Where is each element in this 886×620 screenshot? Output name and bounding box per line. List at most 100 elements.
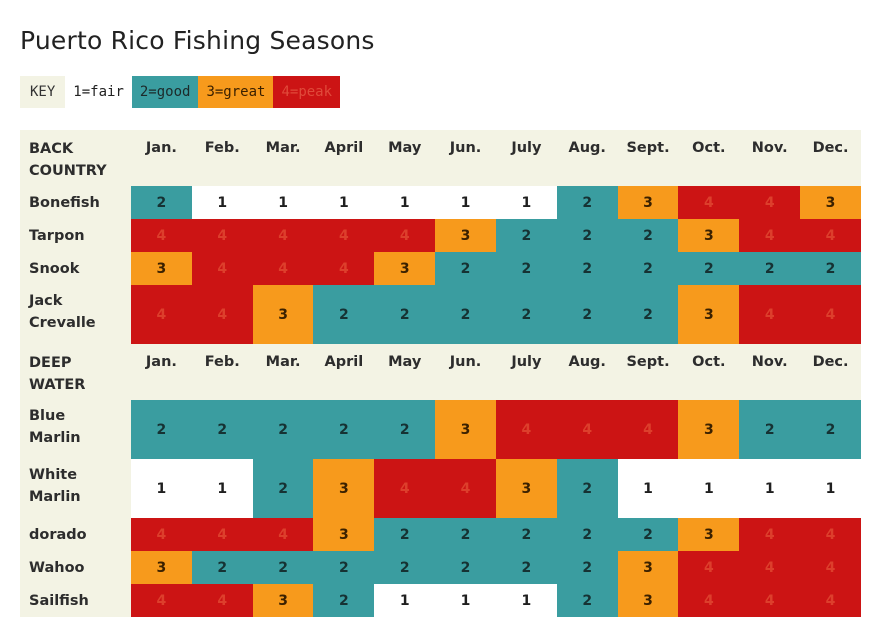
species-label: Sailfish [20, 584, 131, 617]
month-label-jun: Jun. [435, 130, 496, 186]
heat-cell-bonefish-feb: 1 [191, 186, 253, 219]
month-label-mar: Mar. [252, 344, 314, 400]
heat-cell-sailfish-nov: 4 [739, 584, 801, 617]
heat-cell-snook-nov: 2 [739, 252, 801, 285]
heat-cell-bonefish-july: 1 [495, 186, 557, 219]
heat-cell-sailfish-dec: 4 [800, 584, 861, 617]
legend-key-label: KEY [20, 76, 66, 108]
heat-cell-dorado-aug: 2 [556, 518, 618, 551]
heat-cell-tarpon-feb: 4 [191, 219, 253, 252]
heat-cell-jack-crevalle-jan: 4 [131, 285, 192, 344]
heat-cell-wahoo-feb: 2 [191, 551, 253, 584]
heat-cell-white-marlin-jun: 4 [435, 459, 496, 518]
month-label-may: May [374, 344, 436, 400]
species-row-dorado: dorado 4 4 4 3 2 2 2 2 2 3 4 4 [20, 518, 861, 551]
heat-cell-bonefish-nov: 4 [739, 186, 801, 219]
heat-cell-jack-crevalle-oct: 3 [678, 285, 740, 344]
month-label-nov: Nov. [739, 344, 801, 400]
heat-cell-tarpon-nov: 4 [739, 219, 801, 252]
heat-cell-tarpon-may: 4 [374, 219, 436, 252]
heat-cell-jack-crevalle-feb: 4 [191, 285, 253, 344]
legend-item-good: 2=good [131, 76, 199, 108]
legend: KEY 1=fair 2=good 3=great 4=peak [20, 76, 341, 108]
heat-cell-sailfish-oct: 4 [678, 584, 740, 617]
month-label-jan: Jan. [131, 344, 192, 400]
heat-cell-blue-marlin-jan: 2 [131, 400, 192, 459]
month-label-aug: Aug. [556, 130, 618, 186]
section-header-deep-water: DEEP WATER Jan. Feb. Mar. April May Jun. July Aug… [20, 344, 861, 400]
heat-cell-wahoo-april: 2 [313, 551, 375, 584]
heat-cell-dorado-feb: 4 [191, 518, 253, 551]
heat-cell-bonefish-dec: 3 [800, 186, 861, 219]
heat-cell-blue-marlin-feb: 2 [191, 400, 253, 459]
heat-cell-dorado-sept: 2 [617, 518, 679, 551]
heat-cell-blue-marlin-july: 4 [495, 400, 557, 459]
heat-cell-snook-may: 3 [374, 252, 436, 285]
heat-cell-dorado-july: 2 [495, 518, 557, 551]
heat-cell-blue-marlin-sept: 4 [617, 400, 679, 459]
species-row-blue-marlin: Blue Marlin 2 2 2 2 2 3 4 4 4 3 2 2 [20, 400, 861, 459]
heat-cell-wahoo-dec: 4 [800, 551, 861, 584]
heat-cell-white-marlin-may: 4 [374, 459, 436, 518]
month-label-sept: Sept. [617, 344, 679, 400]
heat-cell-jack-crevalle-april: 2 [313, 285, 375, 344]
heat-cell-blue-marlin-mar: 2 [252, 400, 314, 459]
heat-cell-tarpon-jun: 3 [435, 219, 496, 252]
month-label-july: July [495, 344, 557, 400]
heat-cell-tarpon-dec: 4 [800, 219, 861, 252]
heat-cell-jack-crevalle-jun: 2 [435, 285, 496, 344]
month-label-aug: Aug. [556, 344, 618, 400]
heat-cell-blue-marlin-nov: 2 [739, 400, 801, 459]
heat-cell-dorado-april: 3 [313, 518, 375, 551]
heat-cell-white-marlin-dec: 1 [800, 459, 861, 518]
species-label: White Marlin [20, 459, 131, 518]
heat-cell-jack-crevalle-nov: 4 [739, 285, 801, 344]
heat-cell-wahoo-nov: 4 [739, 551, 801, 584]
legend-item-peak: 4=peak [273, 76, 341, 108]
heat-cell-dorado-may: 2 [374, 518, 436, 551]
heat-cell-bonefish-oct: 4 [678, 186, 740, 219]
heat-cell-wahoo-oct: 4 [678, 551, 740, 584]
heat-cell-snook-aug: 2 [556, 252, 618, 285]
month-label-jun: Jun. [435, 344, 496, 400]
species-row-wahoo: Wahoo 3 2 2 2 2 2 2 2 3 4 4 4 [20, 551, 861, 584]
heat-cell-bonefish-april: 1 [313, 186, 375, 219]
species-row-jack-crevalle: Jack Crevalle 4 4 3 2 2 2 2 2 2 3 4 4 [20, 285, 861, 344]
heat-cell-white-marlin-july: 3 [495, 459, 557, 518]
heat-cell-bonefish-may: 1 [374, 186, 436, 219]
heat-cell-snook-sept: 2 [617, 252, 679, 285]
month-label-may: May [374, 130, 436, 186]
heat-cell-sailfish-feb: 4 [191, 584, 253, 617]
species-row-white-marlin: White Marlin 1 1 2 3 4 4 3 2 1 1 1 1 [20, 459, 861, 518]
heat-cell-white-marlin-mar: 2 [252, 459, 314, 518]
heat-cell-tarpon-mar: 4 [252, 219, 314, 252]
month-label-april: April [313, 130, 375, 186]
heat-cell-sailfish-july: 1 [495, 584, 557, 617]
heat-cell-sailfish-aug: 2 [556, 584, 618, 617]
heat-cell-bonefish-jun: 1 [435, 186, 496, 219]
heat-cell-white-marlin-oct: 1 [678, 459, 740, 518]
heat-cell-jack-crevalle-mar: 3 [252, 285, 314, 344]
heat-cell-snook-jun: 2 [435, 252, 496, 285]
heat-cell-snook-july: 2 [495, 252, 557, 285]
species-label: Blue Marlin [20, 400, 131, 459]
heat-cell-sailfish-mar: 3 [252, 584, 314, 617]
heat-cell-snook-jan: 3 [131, 252, 192, 285]
heat-cell-dorado-jan: 4 [131, 518, 192, 551]
heat-cell-wahoo-mar: 2 [252, 551, 314, 584]
heat-cell-dorado-jun: 2 [435, 518, 496, 551]
heat-cell-tarpon-april: 4 [313, 219, 375, 252]
heat-cell-wahoo-jan: 3 [131, 551, 192, 584]
species-label: Bonefish [20, 186, 131, 219]
heat-cell-white-marlin-aug: 2 [556, 459, 618, 518]
heat-cell-jack-crevalle-aug: 2 [556, 285, 618, 344]
month-label-feb: Feb. [191, 344, 253, 400]
month-label-nov: Nov. [739, 130, 801, 186]
heat-cell-wahoo-may: 2 [374, 551, 436, 584]
month-label-mar: Mar. [252, 130, 314, 186]
month-label-feb: Feb. [191, 130, 253, 186]
heat-cell-dorado-oct: 3 [678, 518, 740, 551]
heat-cell-jack-crevalle-sept: 2 [617, 285, 679, 344]
species-label: Jack Crevalle [20, 285, 131, 344]
heat-cell-snook-oct: 2 [678, 252, 740, 285]
